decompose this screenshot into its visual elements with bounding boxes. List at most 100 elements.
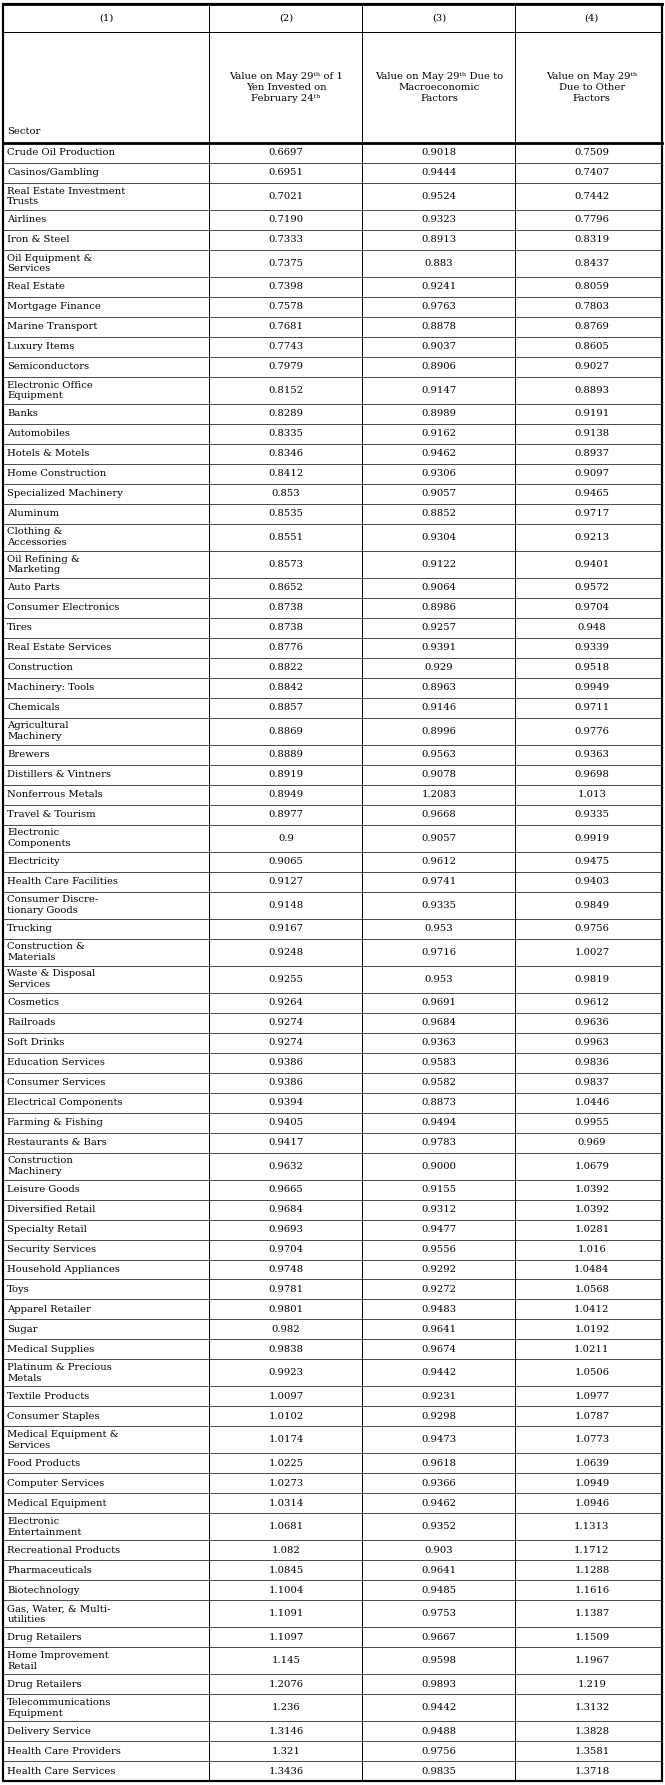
Text: 0.8437: 0.8437 <box>575 259 609 268</box>
Text: 0.9391: 0.9391 <box>422 643 456 652</box>
Text: Real Estate Investment
Trusts: Real Estate Investment Trusts <box>7 187 126 205</box>
Text: Auto Parts: Auto Parts <box>7 584 61 593</box>
Text: 0.7743: 0.7743 <box>269 343 303 352</box>
Text: 1.0949: 1.0949 <box>574 1480 610 1489</box>
Text: 0.9403: 0.9403 <box>575 876 609 885</box>
Text: 0.9783: 0.9783 <box>422 1139 456 1148</box>
Text: Tires: Tires <box>7 623 33 632</box>
Text: 0.6951: 0.6951 <box>269 168 303 177</box>
Text: Leisure Goods: Leisure Goods <box>7 1185 80 1194</box>
Text: 0.9323: 0.9323 <box>422 216 456 225</box>
Text: 0.9963: 0.9963 <box>575 1039 609 1048</box>
Text: 0.8842: 0.8842 <box>269 684 303 693</box>
Text: 0.9923: 0.9923 <box>269 1369 303 1378</box>
Text: 0.8977: 0.8977 <box>269 810 303 819</box>
Text: 0.7375: 0.7375 <box>269 259 303 268</box>
Text: 1.0446: 1.0446 <box>574 1098 610 1107</box>
Text: 0.9213: 0.9213 <box>575 532 609 541</box>
Text: Crude Oil Production: Crude Oil Production <box>7 148 115 157</box>
Text: 1.3718: 1.3718 <box>574 1767 610 1776</box>
Text: 1.0568: 1.0568 <box>575 1285 609 1294</box>
Text: 0.9741: 0.9741 <box>421 876 457 885</box>
Text: 1.2083: 1.2083 <box>422 791 456 800</box>
Text: 0.7578: 0.7578 <box>269 302 303 311</box>
Text: 0.9473: 0.9473 <box>422 1435 456 1444</box>
Text: Soft Drinks: Soft Drinks <box>7 1039 65 1048</box>
Text: 0.9632: 0.9632 <box>269 1162 303 1171</box>
Text: 0.9582: 0.9582 <box>422 1078 456 1087</box>
Text: 0.9065: 0.9065 <box>269 857 303 866</box>
Text: 0.9462: 0.9462 <box>422 450 456 459</box>
Text: 0.8776: 0.8776 <box>269 643 303 652</box>
Text: 0.8913: 0.8913 <box>422 236 456 245</box>
Text: 0.8605: 0.8605 <box>575 343 609 352</box>
Text: 1.236: 1.236 <box>271 1703 301 1712</box>
Text: 0.9612: 0.9612 <box>575 998 609 1007</box>
Text: Apparel Retailer: Apparel Retailer <box>7 1305 91 1314</box>
Text: 0.9000: 0.9000 <box>422 1162 456 1171</box>
Text: 0.8335: 0.8335 <box>269 428 303 439</box>
Text: Value on May 29ᵗʰ Due to
Macroeconomic
Factors: Value on May 29ᵗʰ Due to Macroeconomic F… <box>375 71 503 104</box>
Text: 1.0946: 1.0946 <box>575 1499 609 1508</box>
Text: Electronic Office
Equipment: Electronic Office Equipment <box>7 380 93 400</box>
Text: 0.9306: 0.9306 <box>422 469 456 478</box>
Text: 0.9386: 0.9386 <box>269 1078 303 1087</box>
Text: 1.1616: 1.1616 <box>575 1585 609 1596</box>
Text: 0.9849: 0.9849 <box>575 901 609 910</box>
Text: 0.8949: 0.8949 <box>269 791 303 800</box>
Text: Electrical Components: Electrical Components <box>7 1098 123 1107</box>
Text: 0.8059: 0.8059 <box>575 282 609 291</box>
Text: 0.7407: 0.7407 <box>575 168 609 177</box>
Text: 1.3146: 1.3146 <box>268 1726 304 1737</box>
Text: Platinum & Precious
Metals: Platinum & Precious Metals <box>7 1364 112 1383</box>
Text: 0.9444: 0.9444 <box>421 168 457 177</box>
Text: 0.9753: 0.9753 <box>422 1610 456 1619</box>
Text: 0.8738: 0.8738 <box>269 623 303 632</box>
Text: 0.853: 0.853 <box>271 489 301 498</box>
Text: 0.8996: 0.8996 <box>422 726 456 735</box>
Text: 1.0281: 1.0281 <box>574 1225 610 1233</box>
Text: 1.0392: 1.0392 <box>575 1185 609 1194</box>
Text: Machinery: Tools: Machinery: Tools <box>7 684 94 693</box>
Text: Specialized Machinery: Specialized Machinery <box>7 489 123 498</box>
Text: 1.0192: 1.0192 <box>574 1324 610 1333</box>
Text: Brewers: Brewers <box>7 750 50 759</box>
Text: 0.9475: 0.9475 <box>575 857 609 866</box>
Text: 0.9231: 0.9231 <box>422 1392 456 1401</box>
Text: 0.9127: 0.9127 <box>269 876 303 885</box>
Text: 0.9563: 0.9563 <box>422 750 456 759</box>
Text: 0.9494: 0.9494 <box>421 1117 457 1126</box>
Text: Oil Refining &
Marketing: Oil Refining & Marketing <box>7 555 80 575</box>
Text: 1.1387: 1.1387 <box>574 1610 610 1619</box>
Text: Health Care Providers: Health Care Providers <box>7 1748 121 1756</box>
Text: 0.8963: 0.8963 <box>422 684 456 693</box>
Text: 1.0506: 1.0506 <box>575 1369 609 1378</box>
Text: 1.219: 1.219 <box>577 1680 606 1689</box>
Text: 0.982: 0.982 <box>271 1324 301 1333</box>
Text: 0.9483: 0.9483 <box>422 1305 456 1314</box>
Text: 0.9801: 0.9801 <box>269 1305 303 1314</box>
Text: 0.9477: 0.9477 <box>422 1225 456 1233</box>
Text: 0.9363: 0.9363 <box>422 1039 456 1048</box>
Text: 0.9641: 0.9641 <box>422 1565 456 1574</box>
Text: Semiconductors: Semiconductors <box>7 362 89 371</box>
Text: 0.9949: 0.9949 <box>575 684 609 693</box>
Text: 0.9241: 0.9241 <box>421 282 457 291</box>
Text: 0.9485: 0.9485 <box>422 1585 456 1596</box>
Text: 0.9442: 0.9442 <box>421 1703 457 1712</box>
Text: Chemicals: Chemicals <box>7 703 60 712</box>
Text: Nonferrous Metals: Nonferrous Metals <box>7 791 103 800</box>
Text: 0.8822: 0.8822 <box>269 664 303 673</box>
Text: 0.9386: 0.9386 <box>269 1059 303 1067</box>
Text: 1.1004: 1.1004 <box>268 1585 304 1596</box>
Text: 0.9698: 0.9698 <box>575 769 609 778</box>
Text: 0.6697: 0.6697 <box>269 148 303 157</box>
Text: Electronic
Components: Electronic Components <box>7 828 70 848</box>
Text: Health Care Services: Health Care Services <box>7 1767 116 1776</box>
Text: Computer Services: Computer Services <box>7 1480 104 1489</box>
Text: (4): (4) <box>585 12 599 23</box>
Text: 0.9556: 0.9556 <box>422 1244 456 1255</box>
Text: 0.9064: 0.9064 <box>422 584 456 593</box>
Text: 0.9665: 0.9665 <box>269 1185 303 1194</box>
Text: 1.1509: 1.1509 <box>574 1633 610 1642</box>
